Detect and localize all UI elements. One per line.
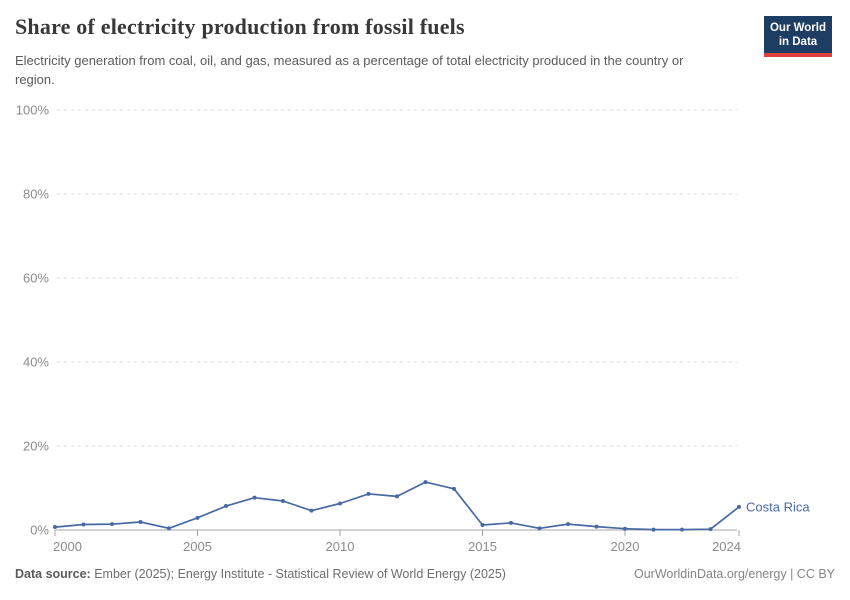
chart-subtitle: Electricity generation from coal, oil, a… — [15, 53, 684, 87]
data-point — [623, 526, 627, 531]
data-source: Data source: Ember (2025); Energy Instit… — [15, 567, 506, 581]
data-point — [309, 508, 314, 513]
y-axis-label: 60% — [23, 271, 49, 286]
data-point — [537, 526, 542, 531]
x-axis-label: 2015 — [468, 539, 497, 554]
series-label[interactable]: Costa Rica — [746, 499, 810, 514]
data-point — [395, 494, 399, 499]
data-source-text: Ember (2025); Energy Institute - Statist… — [90, 567, 506, 581]
x-axis-label: 2020 — [611, 539, 640, 554]
data-point — [708, 527, 713, 532]
data-point — [195, 515, 200, 520]
data-point — [138, 520, 143, 525]
owid-logo-line1: Our World — [769, 22, 826, 34]
x-axis-label: 2010 — [326, 539, 355, 554]
data-point — [366, 491, 371, 496]
data-point — [651, 527, 656, 532]
data-point — [224, 504, 228, 509]
data-point — [423, 480, 428, 485]
y-axis-label: 80% — [23, 187, 49, 202]
x-axis-label: 2024 — [712, 539, 741, 554]
y-axis-label: 100% — [16, 103, 50, 118]
data-line — [54, 481, 740, 531]
data-point — [594, 524, 599, 529]
chart-footer: Data source: Ember (2025); Energy Instit… — [15, 567, 835, 581]
chart-title: Share of electricity production from fos… — [15, 14, 465, 39]
owid-logo: Our World in Data — [764, 16, 832, 58]
owid-logo-line2: in Data — [778, 36, 818, 49]
y-axis-label: 20% — [23, 439, 49, 454]
data-point — [509, 520, 513, 525]
owid-url-link[interactable]: OurWorldinData.org/energy | CC BY — [633, 567, 835, 581]
data-point — [81, 522, 86, 527]
y-axis-label: 0% — [30, 523, 49, 538]
data-point — [281, 499, 285, 504]
x-axis-label: 2005 — [183, 539, 212, 554]
data-point — [452, 486, 456, 491]
data-point — [167, 526, 171, 531]
data-point — [252, 495, 257, 500]
data-point — [53, 525, 57, 530]
y-axis-label: 40% — [23, 355, 49, 370]
x-axis-label: 2000 — [53, 539, 82, 554]
data-point — [338, 501, 342, 506]
data-source-label: Data source: — [15, 567, 91, 581]
data-point — [480, 522, 485, 527]
data-point — [110, 522, 114, 527]
data-point — [680, 527, 684, 532]
data-point — [737, 504, 741, 509]
data-point — [566, 522, 570, 527]
